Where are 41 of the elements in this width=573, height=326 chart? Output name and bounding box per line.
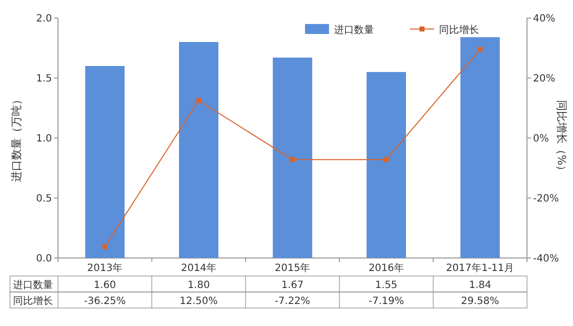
point xyxy=(478,46,483,52)
text: 同比增长 xyxy=(13,296,53,307)
text: 进口数量 xyxy=(13,280,53,291)
y-tick-label: 1.0 xyxy=(36,134,52,144)
y-tick-label: 2.0 xyxy=(36,14,52,24)
legend-label: 同比增长 xyxy=(439,24,479,36)
bar xyxy=(179,42,218,258)
x-tick-label: 2017年1-11月 xyxy=(446,262,514,274)
data-label: 1.60 xyxy=(94,280,116,291)
y2-tick-label: 0% xyxy=(533,134,549,144)
bar xyxy=(460,37,500,258)
data-label: -7.19% xyxy=(368,296,404,307)
y-tick-label: 1.5 xyxy=(36,74,52,84)
x-tick-label: 2013年 xyxy=(87,262,123,274)
y-tick-label: 0.0 xyxy=(36,254,52,264)
point xyxy=(196,98,202,103)
bar xyxy=(366,72,406,258)
y-tick-label: 0.5 xyxy=(36,194,52,204)
y2-tick-label: -40% xyxy=(533,254,559,264)
x-tick-label: 2016年 xyxy=(368,262,404,274)
data-label: 29.58% xyxy=(461,296,500,307)
bar xyxy=(272,58,312,258)
data-label: 1.55 xyxy=(375,280,398,291)
data-label: -36.25% xyxy=(84,296,126,307)
legend-label: 进口数量 xyxy=(334,24,374,36)
data-label: 12.50% xyxy=(180,296,218,307)
y2-axis-title: 同比增长（%） xyxy=(555,100,568,176)
data-label: 1.67 xyxy=(281,280,304,291)
data-label: -7.22% xyxy=(274,296,310,307)
y2-tick-label: 20% xyxy=(533,74,556,84)
point xyxy=(384,157,389,162)
point xyxy=(102,244,108,250)
y-axis-title: 进口数量（万吨） xyxy=(10,94,23,182)
y2-tick-label: 40% xyxy=(533,14,556,24)
bar xyxy=(85,66,125,258)
point xyxy=(290,157,295,162)
data-label: 1.84 xyxy=(468,280,492,291)
y2-tick-label: -20% xyxy=(533,194,559,204)
data-label: 1.80 xyxy=(188,280,210,291)
x-tick-label: 2014年 xyxy=(180,262,216,274)
x-tick-label: 2015年 xyxy=(274,262,310,274)
